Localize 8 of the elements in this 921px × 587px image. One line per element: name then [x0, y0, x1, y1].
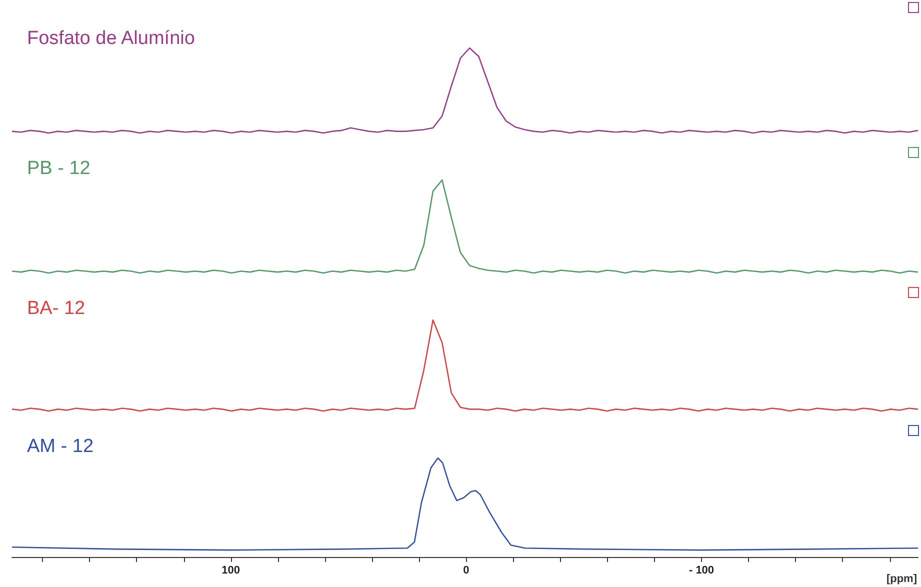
chart-title: AM - 12 — [27, 436, 94, 457]
chart-title: Fosfato de Alumínio — [27, 28, 195, 49]
x-tick-label: - 100 — [688, 564, 714, 576]
x-tick-label: 0 — [463, 564, 470, 576]
chart-title: BA- 12 — [27, 298, 86, 319]
chart-title: PB - 12 — [27, 158, 90, 179]
x-tick-label: 100 — [222, 564, 240, 576]
x-axis-title: [ppm] — [886, 573, 917, 585]
